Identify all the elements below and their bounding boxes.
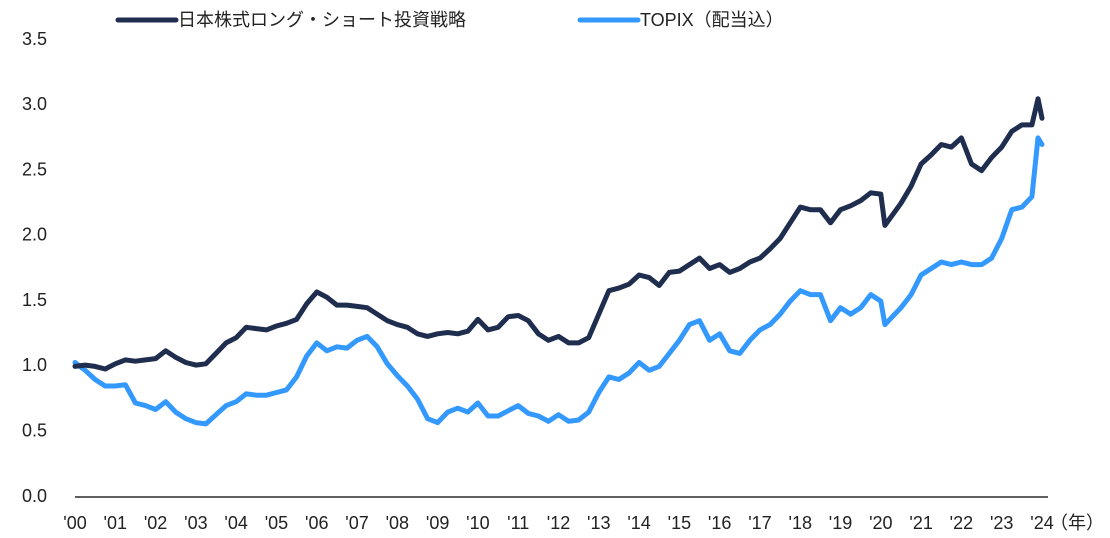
x-tick-label: '10 — [466, 513, 489, 533]
x-tick-label: '04 — [224, 513, 247, 533]
y-tick-label: 1.5 — [22, 290, 47, 310]
x-tick-label: '11 — [507, 513, 529, 533]
x-tick-label: '13 — [587, 513, 610, 533]
legend-label: 日本株式ロング・ショート投資戦略 — [178, 10, 466, 30]
y-tick-label: 3.0 — [22, 94, 47, 114]
x-tick-label: '08 — [386, 513, 409, 533]
x-tick-label: '19 — [829, 513, 852, 533]
x-tick-label: '23 — [990, 513, 1013, 533]
series-line — [72, 96, 1045, 372]
x-tick-label: '03 — [184, 513, 207, 533]
y-tick-label: 2.0 — [22, 225, 47, 245]
x-tick-label: '12 — [547, 513, 570, 533]
y-tick-label: 1.0 — [22, 355, 47, 375]
x-tick-label: '09 — [426, 513, 449, 533]
x-tick-label: '02 — [144, 513, 167, 533]
x-tick-label: '05 — [265, 513, 288, 533]
x-tick-label: '18 — [789, 513, 812, 533]
x-tick-label: '22 — [950, 513, 973, 533]
x-tick-label: '14 — [627, 513, 650, 533]
x-unit-label: （年） — [1050, 513, 1104, 533]
x-tick-label: '20 — [869, 513, 892, 533]
x-tick-label: '17 — [748, 513, 771, 533]
x-tick-label: '06 — [305, 513, 328, 533]
y-tick-label: 3.5 — [22, 29, 47, 49]
x-tick-label: '15 — [668, 513, 691, 533]
x-tick-label: '16 — [708, 513, 731, 533]
x-tick-label: '21 — [909, 513, 932, 533]
x-tick-label: '24 — [1030, 513, 1053, 533]
x-tick-label: '01 — [104, 513, 127, 533]
x-tick-label: '07 — [345, 513, 368, 533]
y-tick-label: 0.0 — [22, 486, 47, 506]
x-tick-label: '00 — [63, 513, 86, 533]
series-line — [72, 135, 1045, 427]
y-tick-label: 2.5 — [22, 159, 47, 179]
legend-label: TOPIX（配当込） — [640, 10, 784, 30]
y-tick-label: 0.5 — [22, 420, 47, 440]
